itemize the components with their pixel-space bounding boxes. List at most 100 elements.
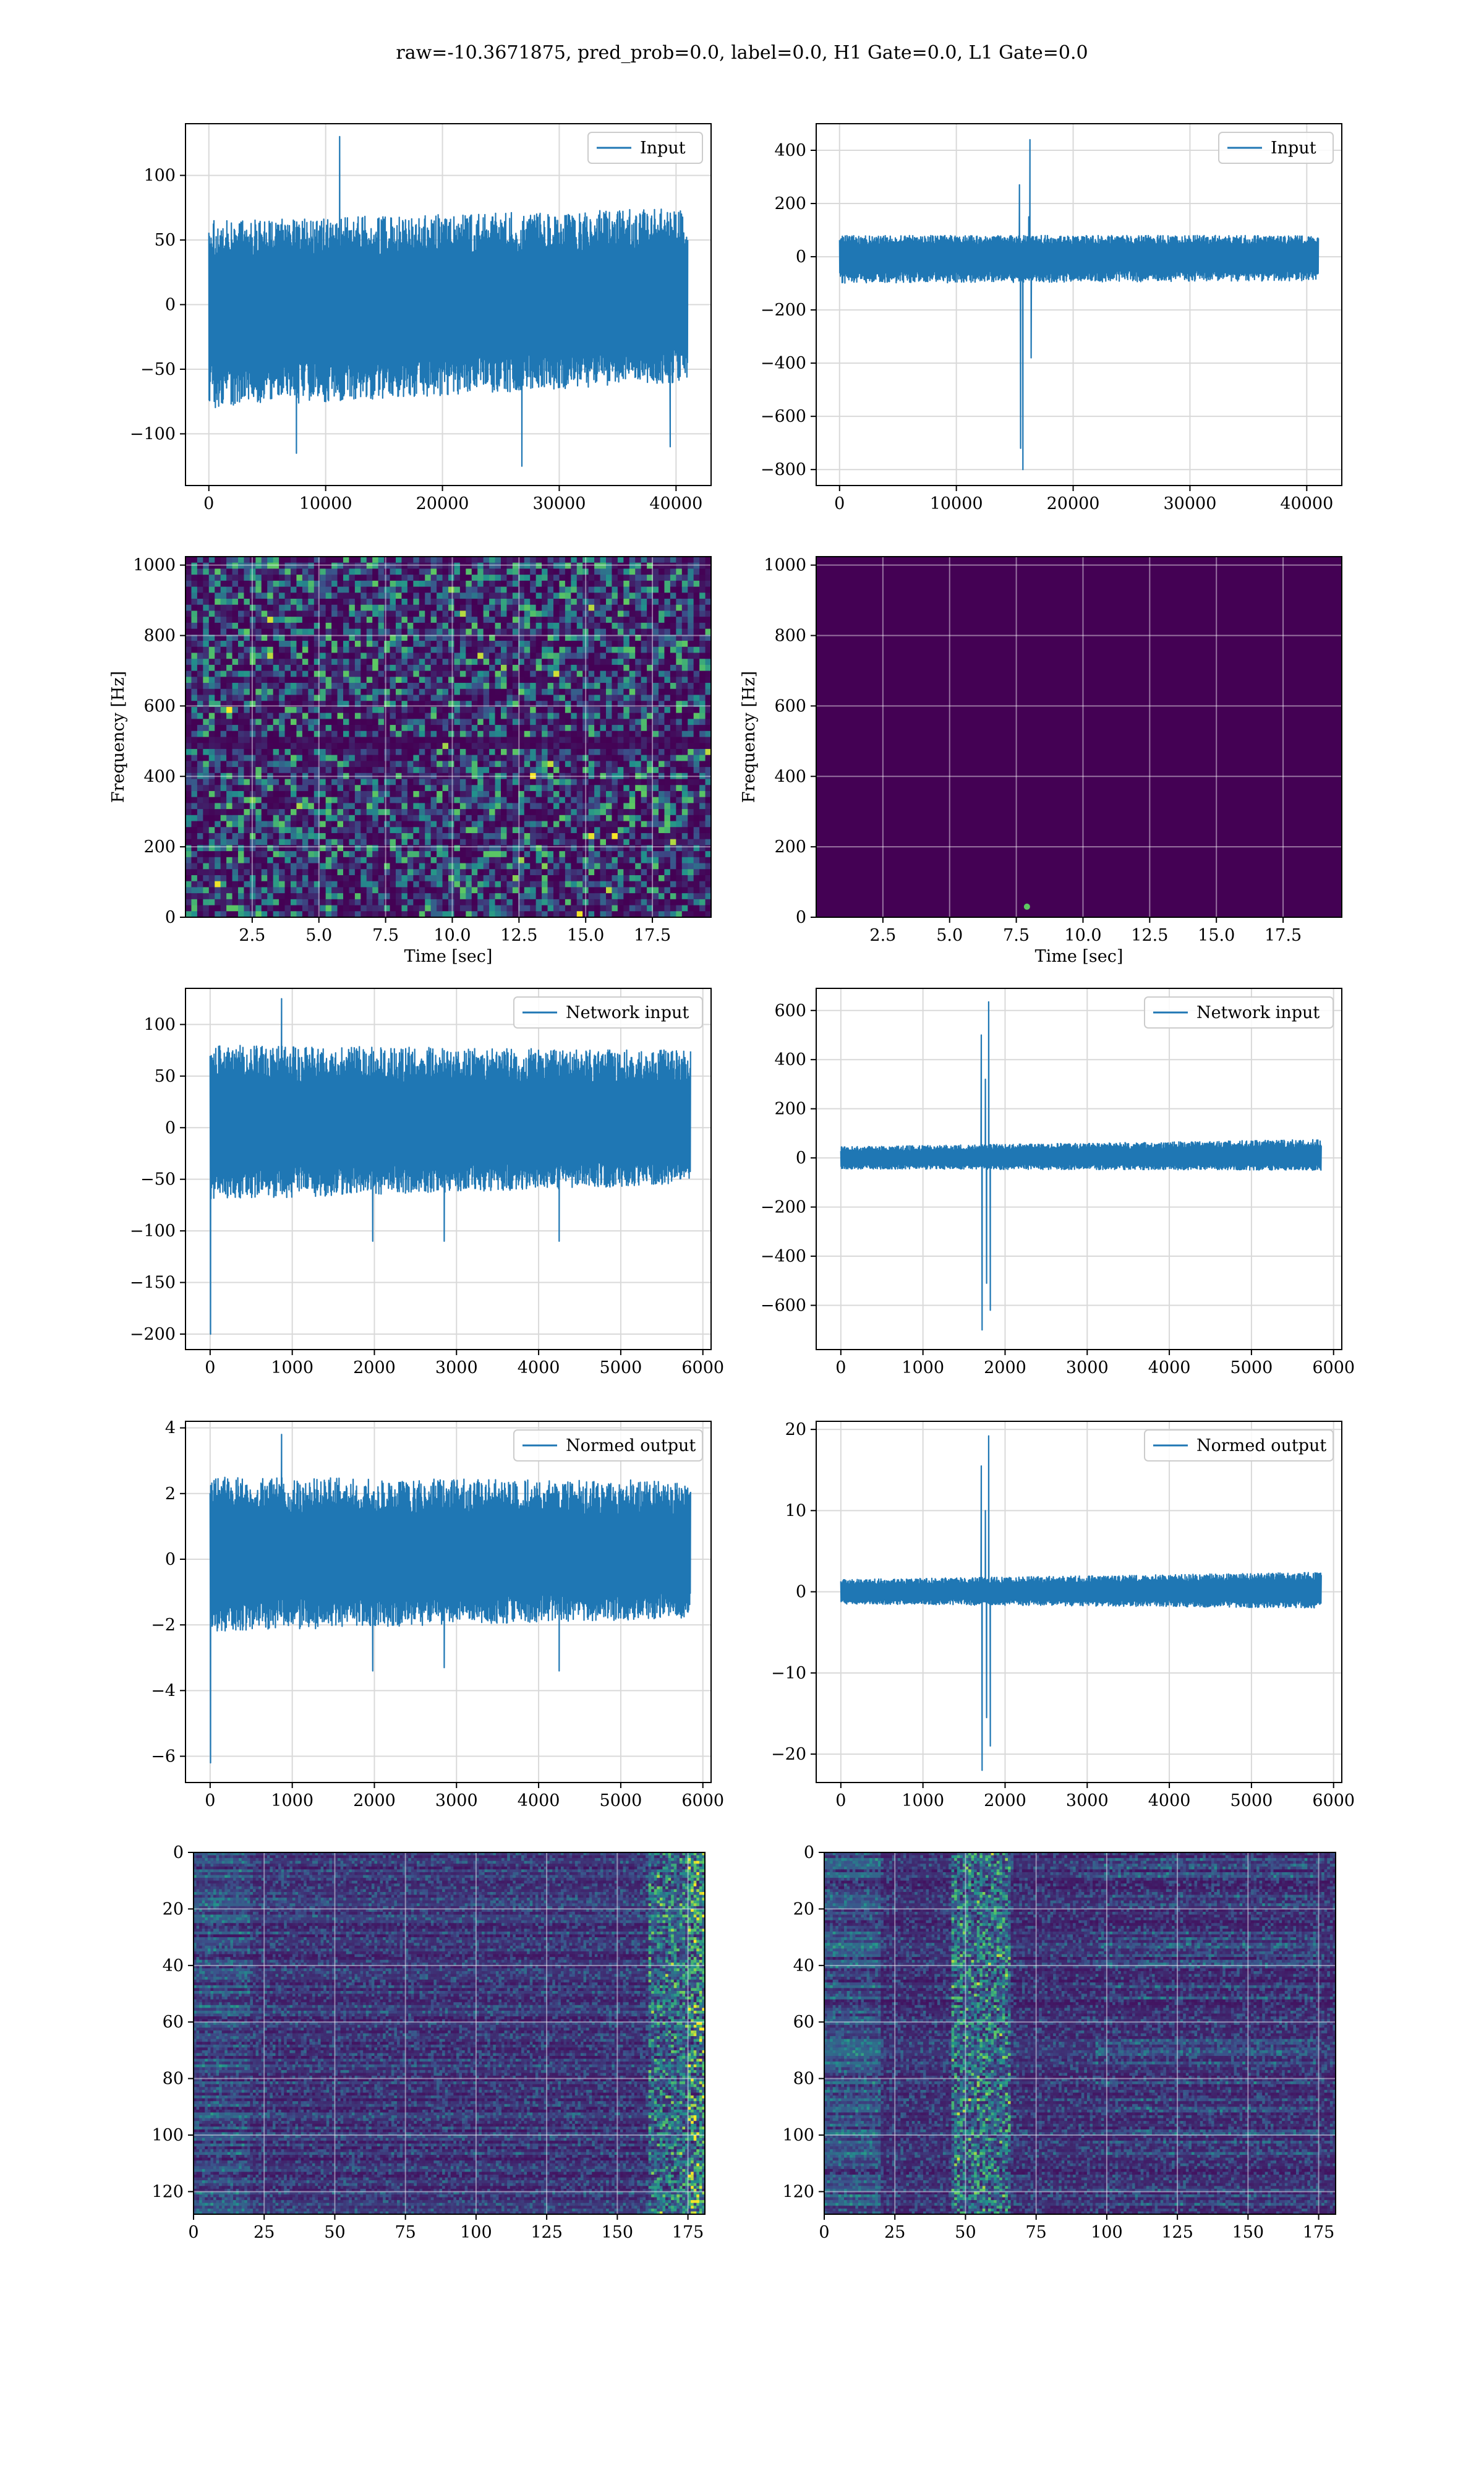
y-tick-label: 80 bbox=[163, 2070, 184, 2089]
y-tick-label: −100 bbox=[130, 424, 176, 443]
y-tick-label: 80 bbox=[793, 2070, 814, 2089]
normed-output-left-panel: 0 1000 2000 3000 4000 5000 6000 −6 −4 −2 0 2 4 Normed… bbox=[151, 1419, 724, 1810]
y-tick-label: −600 bbox=[761, 407, 806, 426]
feature-map-left-cells bbox=[194, 1852, 705, 2214]
y-tick-label: 0 bbox=[796, 247, 806, 267]
y-tick-label: −200 bbox=[761, 301, 806, 320]
x-tick-label: 4000 bbox=[518, 1358, 560, 1377]
y-tick-label: −800 bbox=[761, 460, 806, 479]
y-tick-label: 50 bbox=[155, 1067, 176, 1086]
x-tick-label: 100 bbox=[460, 2223, 492, 2242]
y-tick-label: 2 bbox=[165, 1484, 176, 1504]
y-tick-label: 400 bbox=[774, 1050, 806, 1069]
network-input-right-frame bbox=[816, 988, 1342, 1350]
legend-label: Network input bbox=[1196, 1003, 1320, 1022]
legend: Normed output bbox=[513, 1429, 703, 1462]
x-tick-label: 3000 bbox=[1066, 1791, 1109, 1810]
y-tick-label: 400 bbox=[774, 141, 806, 160]
x-tick-label: 30000 bbox=[532, 494, 586, 513]
y-tick-label: −600 bbox=[761, 1296, 806, 1315]
y-tick-label: −4 bbox=[151, 1681, 176, 1700]
x-tick-label: 1000 bbox=[271, 1791, 313, 1810]
figure-title: raw=-10.3671875, pred_prob=0.0, label=0.… bbox=[0, 42, 1484, 64]
y-tick-label: 0 bbox=[165, 1550, 176, 1569]
x-tick-label: 10000 bbox=[930, 494, 983, 513]
legend: Network input bbox=[1144, 996, 1334, 1029]
x-tick-label: 25 bbox=[254, 2223, 275, 2242]
x-tick-label: 10.0 bbox=[1064, 926, 1101, 945]
x-tick-label: 175 bbox=[672, 2223, 704, 2242]
y-tick-label: 20 bbox=[163, 1899, 184, 1919]
spectrogram-right-cells bbox=[816, 557, 1342, 917]
input-right-frame bbox=[816, 123, 1342, 486]
x-tick-label: 0 bbox=[188, 2223, 198, 2242]
x-tick-label: 40000 bbox=[649, 494, 702, 513]
x-axis-label: Time [sec] bbox=[404, 947, 493, 966]
y-tick-label: 1000 bbox=[133, 556, 176, 575]
x-tick-label: 50 bbox=[324, 2223, 345, 2242]
x-tick-label: 15.0 bbox=[567, 926, 604, 945]
heatmap-background bbox=[816, 557, 1342, 917]
x-tick-label: 0 bbox=[819, 2223, 829, 2242]
legend: Input bbox=[1218, 132, 1334, 164]
x-tick-label: 25 bbox=[884, 2223, 905, 2242]
y-tick-label: 100 bbox=[143, 166, 176, 186]
x-tick-label: 10000 bbox=[299, 494, 352, 513]
y-tick-label: −2 bbox=[151, 1616, 176, 1635]
x-tick-label: 0 bbox=[205, 1358, 215, 1377]
x-tick-label: 100 bbox=[1091, 2223, 1123, 2242]
legend-label: Normed output bbox=[566, 1436, 696, 1455]
y-tick-label: −200 bbox=[130, 1325, 176, 1344]
y-tick-label: 120 bbox=[782, 2182, 814, 2201]
y-tick-label: 40 bbox=[163, 1956, 184, 1975]
legend: Input bbox=[587, 132, 703, 164]
y-tick-label: −200 bbox=[761, 1198, 806, 1217]
y-tick-label: 200 bbox=[774, 1100, 806, 1119]
input-left-series-line bbox=[208, 135, 689, 467]
legend-label: Input bbox=[1271, 139, 1316, 158]
x-tick-label: 10.0 bbox=[433, 926, 471, 945]
y-tick-label: −50 bbox=[140, 1170, 176, 1189]
x-tick-label: 4000 bbox=[1148, 1791, 1191, 1810]
y-tick-label: 200 bbox=[774, 837, 806, 857]
heatmap-hotspot bbox=[1023, 903, 1030, 910]
x-tick-label: 125 bbox=[1161, 2223, 1193, 2242]
normed-output-right-frame bbox=[816, 1421, 1342, 1783]
x-tick-label: 0 bbox=[835, 1358, 846, 1377]
y-tick-label: 100 bbox=[151, 2126, 184, 2145]
y-tick-label: 60 bbox=[163, 2013, 184, 2032]
x-tick-label: 2.5 bbox=[869, 926, 896, 945]
legend-label: Input bbox=[640, 139, 686, 158]
network-input-left-frame bbox=[185, 988, 712, 1350]
y-tick-label: 0 bbox=[173, 1843, 184, 1862]
y-tick-label: −100 bbox=[130, 1222, 176, 1241]
x-tick-label: 6000 bbox=[681, 1791, 724, 1810]
x-tick-label: 2000 bbox=[353, 1791, 396, 1810]
x-tick-label: 2000 bbox=[353, 1358, 396, 1377]
y-tick-label: 0 bbox=[165, 908, 176, 927]
feature-map-left-frame bbox=[193, 1852, 706, 2215]
x-tick-label: 40000 bbox=[1280, 494, 1333, 513]
x-tick-label: 125 bbox=[531, 2223, 563, 2242]
input-right-panel: 0 10000 20000 30000 40000 −800 −600 −400 −200 0 20… bbox=[761, 123, 1342, 513]
feature-map-right-cells bbox=[824, 1852, 1336, 2214]
x-tick-label: 2000 bbox=[984, 1791, 1026, 1810]
x-tick-label: 6000 bbox=[1312, 1358, 1355, 1377]
x-tick-label: 30000 bbox=[1163, 494, 1216, 513]
y-tick-label: 0 bbox=[804, 1843, 814, 1862]
input-right-series-line bbox=[838, 139, 1320, 471]
x-tick-label: 7.5 bbox=[1003, 926, 1030, 945]
x-tick-label: 17.5 bbox=[1264, 926, 1302, 945]
x-tick-label: 6000 bbox=[1312, 1791, 1355, 1810]
x-tick-label: 50 bbox=[955, 2223, 976, 2242]
x-tick-label: 3000 bbox=[435, 1358, 478, 1377]
y-tick-label: −6 bbox=[151, 1747, 176, 1766]
y-tick-label: 800 bbox=[143, 627, 176, 646]
y-tick-label: 50 bbox=[155, 231, 176, 250]
legend-label: Network input bbox=[566, 1003, 689, 1022]
x-tick-label: 5000 bbox=[600, 1358, 642, 1377]
x-tick-label: 15.0 bbox=[1198, 926, 1235, 945]
feature-map-right-panel: 0 25 50 75 100 125 150 175 0 20 40 60 80 100 120 bbox=[782, 1843, 1336, 2242]
y-tick-label: 0 bbox=[796, 908, 806, 927]
